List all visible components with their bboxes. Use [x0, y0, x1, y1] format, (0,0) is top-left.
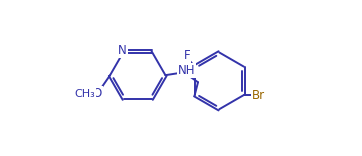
Text: O: O — [93, 87, 102, 100]
Text: Br: Br — [252, 88, 265, 102]
Text: CH₃: CH₃ — [74, 89, 95, 99]
Text: NH: NH — [178, 64, 195, 77]
Text: F: F — [184, 49, 190, 62]
Text: N: N — [118, 44, 127, 57]
